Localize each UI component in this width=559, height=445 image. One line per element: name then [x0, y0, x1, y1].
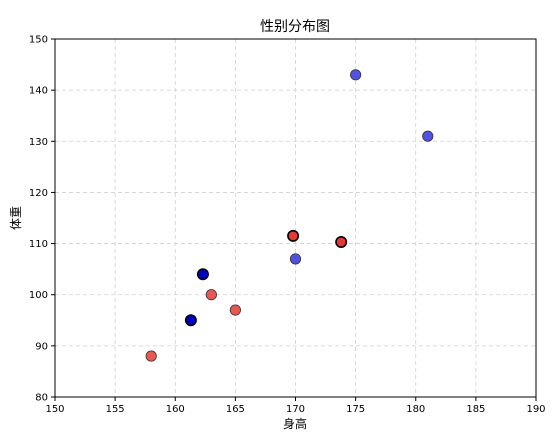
scatter-point: [335, 236, 348, 249]
y-axis-label: 体重: [9, 206, 23, 230]
y-tick-label: 140: [29, 86, 48, 97]
scatter-point: [196, 268, 209, 281]
x-tick-label: 155: [106, 404, 125, 415]
chart-title: 性别分布图: [260, 19, 330, 35]
y-tick-label: 150: [29, 35, 48, 46]
y-tick-label: 90: [35, 341, 48, 352]
x-tick-label: 160: [166, 404, 185, 415]
x-tick-label: 175: [346, 404, 365, 415]
scatter-point: [205, 289, 217, 301]
x-tick-label: 150: [45, 404, 64, 415]
x-tick-label: 165: [226, 404, 245, 415]
scatter-point: [229, 304, 241, 316]
scatter-point: [184, 314, 197, 327]
scatter-point: [350, 69, 362, 81]
x-tick-label: 185: [466, 404, 485, 415]
y-tick-label: 130: [29, 137, 48, 148]
x-axis-label: 身高: [283, 416, 307, 431]
y-tick-label: 120: [29, 188, 48, 199]
x-tick-label: 190: [526, 404, 545, 415]
scatter-point: [289, 253, 302, 265]
scatter-point: [287, 229, 300, 242]
y-tick-label: 100: [29, 290, 48, 301]
x-tick-label: 180: [406, 404, 425, 415]
scatter-point: [145, 350, 157, 362]
y-tick-label: 80: [35, 393, 48, 404]
scatter-point: [422, 130, 434, 142]
data-points: [145, 69, 434, 362]
x-tick-label: 170: [286, 404, 305, 415]
axis-ticks: 150 155 160 165 170 175 180 185 190 80 90 100 110 120…: [29, 35, 546, 416]
grid: [54, 38, 537, 398]
y-tick-label: 110: [29, 239, 48, 250]
